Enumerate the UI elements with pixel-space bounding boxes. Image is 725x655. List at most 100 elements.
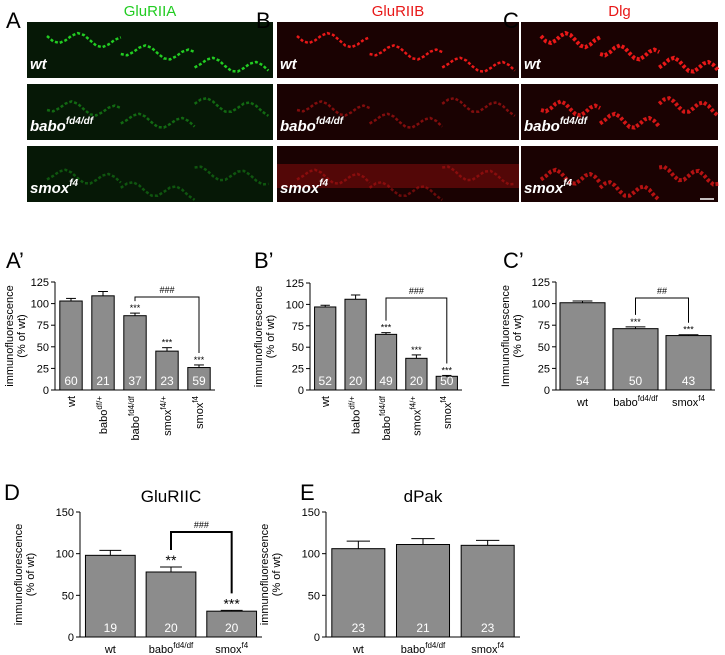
stain: [193, 96, 270, 117]
x-tick-label: babofd4/df: [613, 394, 658, 409]
micrograph: [521, 22, 718, 78]
category-superscript: f4/+: [159, 396, 168, 410]
n-label: 20: [410, 374, 424, 388]
x-tick-label: wt: [352, 644, 364, 655]
genotype: smox: [280, 180, 320, 197]
y-tick-label: 50: [37, 342, 49, 354]
n-label: 54: [576, 374, 590, 388]
category: babo: [98, 410, 110, 434]
bar: [374, 333, 398, 391]
category: smox: [411, 409, 423, 436]
y-tick-label: 150: [302, 507, 320, 519]
y-tick-label: 125: [532, 277, 550, 289]
significance: ***: [223, 595, 240, 611]
x-tick-label: babofd4/df: [149, 641, 194, 655]
x-tick-label: smoxf4: [215, 641, 249, 655]
n-label: 50: [440, 374, 454, 388]
genotype-label: wt: [524, 56, 542, 73]
panel-letter: C: [503, 8, 519, 33]
bar: [123, 315, 147, 391]
bracket: [635, 297, 689, 323]
n-label: 43: [682, 374, 696, 388]
x-tick-label: smoxf4/+: [408, 396, 423, 436]
n-label: 20: [225, 621, 239, 635]
stain: [441, 96, 516, 117]
micrograph: [277, 22, 519, 78]
genotype: wt: [524, 56, 542, 73]
y-axis-label: immunofluorescence: [253, 286, 265, 388]
n-label: 59: [192, 374, 206, 388]
y-axis-label: (% of wt): [265, 315, 277, 358]
category: smox: [442, 402, 454, 429]
x-tick-label: smoxf4: [191, 395, 206, 429]
category: wt: [104, 644, 116, 655]
stain: [296, 31, 371, 49]
bracket-label: ###: [159, 285, 174, 295]
genotype: smox: [524, 180, 564, 197]
y-axis-label: (% of wt): [512, 314, 524, 357]
genotype-superscript: f4: [563, 178, 572, 189]
panel-letter: A’: [6, 248, 24, 273]
stain: [194, 165, 269, 186]
y-tick-label: 25: [538, 363, 550, 375]
stain: [441, 56, 516, 73]
bracket-label: ##: [657, 286, 667, 296]
panel-title: Dlg: [608, 3, 631, 20]
category-superscript: fd4/df: [378, 395, 387, 416]
panel-letter: B’: [254, 248, 274, 273]
stain: [442, 165, 515, 186]
stain: [193, 56, 270, 73]
genotype: smox: [30, 180, 70, 197]
bar: [59, 300, 83, 391]
bar: [405, 357, 428, 391]
y-tick-label: 50: [292, 342, 304, 354]
category-superscript: f4: [698, 394, 705, 403]
x-tick-label: smoxf4: [471, 641, 505, 655]
y-tick-label: 25: [292, 364, 304, 376]
category-superscript: f4/+: [408, 396, 417, 410]
category-superscript: fd4/df: [127, 395, 136, 416]
n-label: 21: [416, 621, 430, 635]
significance: ***: [194, 355, 205, 365]
bar: [155, 350, 179, 391]
stain: [540, 99, 601, 118]
bar: [84, 554, 136, 638]
category: babo: [381, 416, 393, 440]
y-tick-label: 125: [31, 277, 49, 289]
bracket: [385, 297, 448, 364]
category: smox: [471, 644, 498, 655]
stain: [599, 43, 661, 62]
x-tick-label: smoxf4: [439, 395, 454, 429]
n-label: 21: [96, 374, 110, 388]
bar: [187, 367, 211, 391]
bracket: [134, 296, 200, 353]
genotype: wt: [30, 56, 48, 73]
bar: [344, 298, 367, 391]
category: smox: [162, 409, 174, 436]
bar: [612, 328, 659, 391]
stain: [46, 168, 122, 185]
genotype-superscript: f4: [69, 178, 78, 189]
stain: [120, 112, 196, 129]
stain: [658, 55, 720, 74]
y-tick-label: 0: [314, 632, 320, 644]
y-tick-label: 100: [532, 299, 550, 311]
x-tick-label: babodf/+: [95, 396, 110, 434]
bar: [460, 544, 515, 638]
category-superscript: df/+: [348, 396, 357, 410]
n-label: 49: [379, 374, 393, 388]
genotype-label: wt: [280, 56, 298, 73]
panel-letter: E: [300, 480, 315, 505]
y-tick-label: 0: [68, 632, 74, 644]
stain: [539, 167, 602, 186]
panel-letter: B: [256, 8, 271, 33]
y-axis-label: (% of wt): [16, 314, 28, 357]
x-tick-label: wt: [66, 396, 78, 408]
genotype: babo: [524, 118, 560, 135]
significance: ***: [381, 323, 392, 333]
chart-title: GluRIIC: [141, 487, 201, 506]
bar: [91, 295, 115, 391]
bar: [665, 335, 712, 391]
category: smox: [215, 644, 242, 655]
category-superscript: f4: [241, 641, 248, 650]
